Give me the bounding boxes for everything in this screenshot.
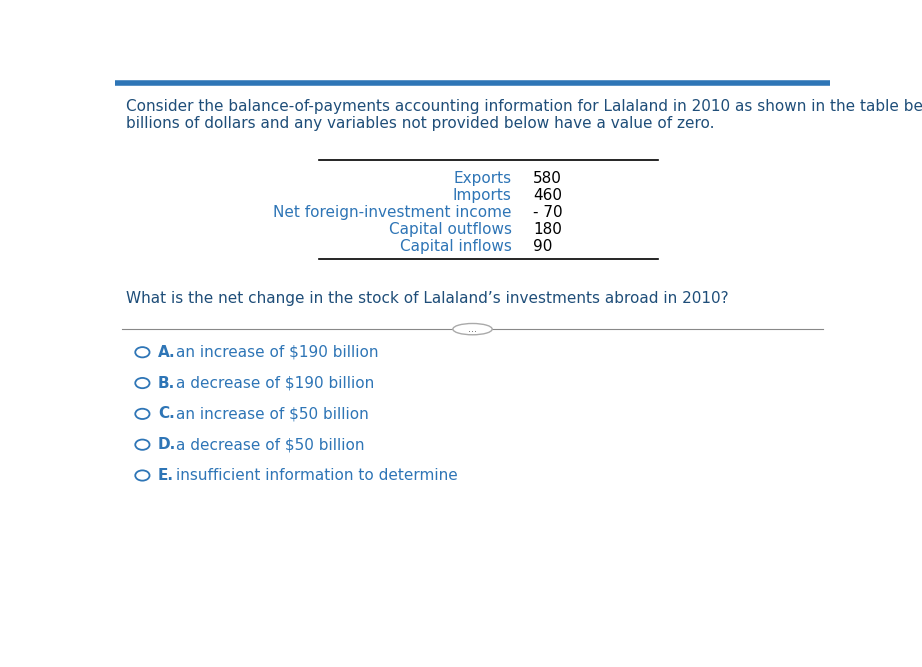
Text: a decrease of $50 billion: a decrease of $50 billion [176, 437, 364, 452]
Text: Exports: Exports [454, 171, 512, 186]
Text: billions of dollars and any variables not provided below have a value of zero.: billions of dollars and any variables no… [126, 116, 715, 131]
Text: C.: C. [159, 406, 175, 422]
Text: Capital outflows: Capital outflows [389, 222, 512, 237]
Text: B.: B. [159, 376, 175, 391]
Text: Consider the balance-of-payments accounting information for Lalaland in 2010 as : Consider the balance-of-payments account… [126, 99, 922, 114]
Text: 460: 460 [533, 188, 562, 203]
Text: A.: A. [159, 345, 176, 360]
Text: - 70: - 70 [533, 205, 563, 220]
Ellipse shape [453, 323, 492, 335]
Text: ...: ... [468, 324, 477, 334]
Text: 580: 580 [533, 171, 562, 186]
Text: D.: D. [159, 437, 176, 452]
Text: Imports: Imports [453, 188, 512, 203]
Text: 90: 90 [533, 239, 552, 254]
Text: a decrease of $190 billion: a decrease of $190 billion [176, 376, 374, 391]
Text: an increase of $50 billion: an increase of $50 billion [176, 406, 369, 422]
Text: Capital inflows: Capital inflows [400, 239, 512, 254]
Text: E.: E. [159, 468, 174, 483]
Text: What is the net change in the stock of Lalaland’s investments abroad in 2010?: What is the net change in the stock of L… [126, 291, 728, 305]
Text: insufficient information to determine: insufficient information to determine [176, 468, 457, 483]
Text: 180: 180 [533, 222, 562, 237]
Text: Net foreign-investment income: Net foreign-investment income [273, 205, 512, 220]
Text: an increase of $190 billion: an increase of $190 billion [176, 345, 379, 360]
